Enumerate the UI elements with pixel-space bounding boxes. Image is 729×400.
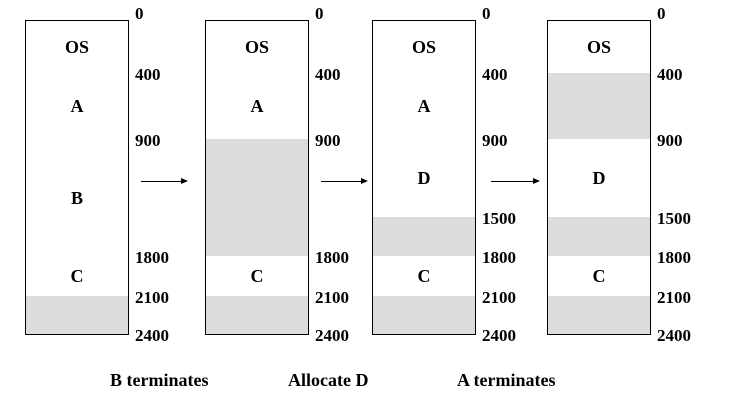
transition-arrow (321, 178, 368, 184)
free-memory-block (547, 296, 651, 335)
step-caption: B terminates (110, 370, 209, 390)
address-label: 0 (482, 4, 491, 23)
transition-arrow (491, 178, 540, 184)
address-label: 400 (657, 65, 683, 84)
free-memory-block (372, 217, 476, 257)
step-caption: Allocate D (288, 370, 369, 390)
address-label: 2100 (135, 288, 169, 307)
address-label: 1800 (315, 248, 349, 267)
transition-arrow (141, 178, 188, 184)
address-label: 0 (657, 4, 666, 23)
process-block-c: C (372, 256, 476, 297)
block-label: C (70, 266, 84, 286)
process-block-os: OS (547, 20, 651, 74)
block-label: C (250, 266, 264, 286)
address-label: 2100 (657, 288, 691, 307)
address-label: 1800 (657, 248, 691, 267)
process-block-a: A (205, 73, 309, 140)
address-label: 0 (315, 4, 324, 23)
block-label: A (250, 96, 264, 116)
process-block-a: A (372, 73, 476, 140)
block-label: C (592, 266, 606, 286)
address-label: 0 (135, 4, 144, 23)
process-block-b: B (25, 139, 129, 257)
block-label: D (592, 168, 606, 188)
address-label: 2100 (315, 288, 349, 307)
address-label: 400 (315, 65, 341, 84)
free-memory-block (547, 73, 651, 140)
process-block-d: D (547, 139, 651, 218)
process-block-os: OS (25, 20, 129, 74)
address-label: 400 (135, 65, 161, 84)
address-label: 900 (657, 131, 683, 150)
block-label: OS (64, 37, 89, 57)
block-label: D (417, 168, 431, 188)
free-memory-block (547, 217, 651, 257)
free-memory-block (205, 139, 309, 257)
free-memory-block (25, 296, 129, 335)
block-label: A (70, 96, 84, 116)
process-block-a: A (25, 73, 129, 140)
block-label: A (417, 96, 431, 116)
block-label: C (417, 266, 431, 286)
address-label: 900 (135, 131, 161, 150)
address-label: 2400 (135, 326, 169, 345)
process-block-c: C (205, 256, 309, 297)
block-label: B (70, 187, 83, 208)
address-label: 900 (315, 131, 341, 150)
address-label: 2400 (482, 326, 516, 345)
address-label: 1800 (482, 248, 516, 267)
address-label: 900 (482, 131, 508, 150)
step-caption: A terminates (457, 370, 556, 390)
address-label: 400 (482, 65, 508, 84)
free-memory-block (205, 296, 309, 335)
address-label: 2400 (315, 326, 349, 345)
address-label: 1800 (135, 248, 169, 267)
process-block-os: OS (372, 20, 476, 74)
process-block-os: OS (205, 20, 309, 74)
process-block-c: C (25, 256, 129, 297)
address-label: 1500 (482, 209, 516, 228)
address-label: 1500 (657, 209, 691, 228)
process-block-d: D (372, 139, 476, 218)
address-label: 2400 (657, 326, 691, 345)
address-label: 2100 (482, 288, 516, 307)
block-label: OS (411, 37, 436, 57)
process-block-c: C (547, 256, 651, 297)
free-memory-block (372, 296, 476, 335)
block-label: OS (586, 37, 611, 57)
block-label: OS (244, 37, 269, 57)
